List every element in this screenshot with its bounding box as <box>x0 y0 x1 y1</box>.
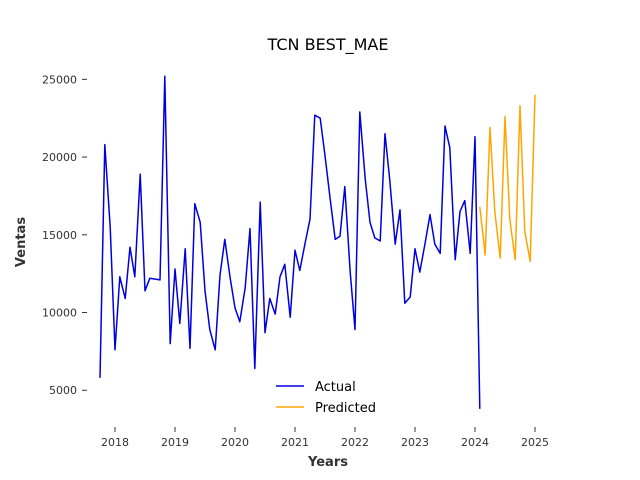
series-layer <box>99 75 536 409</box>
legend-label: Actual <box>315 380 356 395</box>
y-axis: 5000 10000 15000 20000 25000 <box>42 73 87 397</box>
x-tick-label: 2021 <box>281 436 309 449</box>
y-tick-label: 5000 <box>49 384 77 397</box>
legend-label: Predicted <box>315 401 376 416</box>
y-axis-label: Ventas <box>14 217 29 267</box>
x-tick-label: 2018 <box>101 436 129 449</box>
x-tick-label: 2019 <box>161 436 189 449</box>
legend-background <box>266 372 392 420</box>
legend: Actual Predicted <box>266 372 392 420</box>
chart-title: TCN BEST_MAE <box>267 35 389 55</box>
x-tick-label: 2025 <box>521 436 549 449</box>
x-axis: 2018 2019 2020 2021 2022 2023 2024 2025 <box>101 427 549 449</box>
series-line-predicted <box>479 94 536 262</box>
x-tick-label: 2020 <box>221 436 249 449</box>
y-tick-label: 15000 <box>42 229 77 242</box>
y-tick-label: 10000 <box>42 307 77 320</box>
y-tick-label: 25000 <box>42 73 77 86</box>
series-line-actual <box>99 75 481 409</box>
y-tick-label: 20000 <box>42 151 77 164</box>
x-axis-label: Years <box>307 455 348 470</box>
x-tick-label: 2024 <box>461 436 489 449</box>
x-tick-label: 2022 <box>341 436 369 449</box>
x-tick-label: 2023 <box>401 436 429 449</box>
